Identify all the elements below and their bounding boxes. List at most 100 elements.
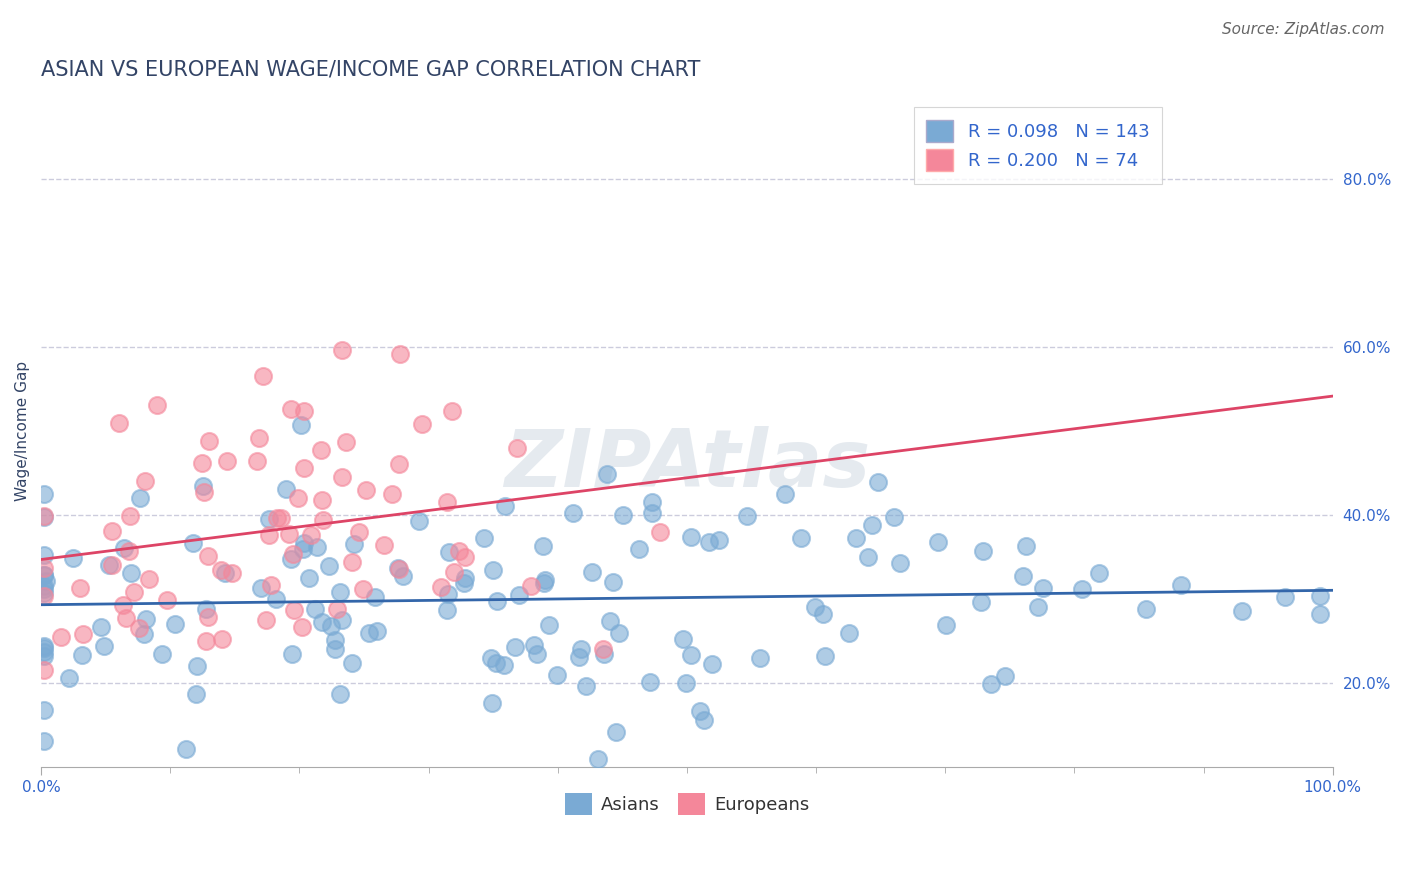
Point	[588, 752, 610, 766]
Point	[49, 630, 72, 644]
Point	[340, 555, 363, 569]
Point	[312, 513, 335, 527]
Point	[492, 657, 515, 672]
Point	[790, 531, 813, 545]
Point	[638, 675, 661, 690]
Point	[32, 508, 55, 523]
Point	[32, 582, 55, 597]
Point	[246, 454, 269, 468]
Point	[326, 602, 349, 616]
Point	[329, 687, 352, 701]
Point	[299, 528, 322, 542]
Point	[593, 647, 616, 661]
Point	[112, 541, 135, 555]
Point	[748, 650, 770, 665]
Point	[1135, 602, 1157, 616]
Point	[1032, 582, 1054, 596]
Point	[32, 639, 55, 653]
Point	[292, 460, 315, 475]
Point	[32, 663, 55, 677]
Point	[311, 443, 333, 458]
Point	[70, 648, 93, 662]
Point	[387, 561, 409, 575]
Point	[120, 508, 142, 523]
Point	[485, 656, 508, 670]
Point	[612, 508, 634, 523]
Point	[257, 528, 280, 542]
Point	[186, 658, 208, 673]
Point	[156, 593, 179, 607]
Point	[627, 542, 650, 557]
Point	[264, 591, 287, 606]
Point	[120, 566, 142, 581]
Point	[472, 531, 495, 545]
Point	[32, 560, 55, 574]
Point	[700, 657, 723, 672]
Point	[430, 580, 453, 594]
Point	[672, 632, 695, 647]
Point	[318, 559, 340, 574]
Point	[107, 416, 129, 430]
Point	[292, 541, 315, 556]
Point	[274, 482, 297, 496]
Point	[101, 524, 124, 539]
Point	[134, 474, 156, 488]
Point	[581, 565, 603, 579]
Point	[150, 647, 173, 661]
Text: ZIPAtlas: ZIPAtlas	[503, 425, 870, 504]
Point	[214, 566, 236, 580]
Point	[270, 510, 292, 524]
Point	[520, 579, 543, 593]
Point	[330, 343, 353, 358]
Point	[122, 585, 145, 599]
Point	[1309, 589, 1331, 603]
Point	[32, 703, 55, 717]
Point	[546, 668, 568, 682]
Text: ASIAN VS EUROPEAN WAGE/INCOME GAP CORRELATION CHART: ASIAN VS EUROPEAN WAGE/INCOME GAP CORREL…	[41, 60, 700, 79]
Point	[1274, 591, 1296, 605]
Point	[994, 669, 1017, 683]
Point	[191, 479, 214, 493]
Point	[735, 509, 758, 524]
Point	[814, 649, 837, 664]
Point	[32, 549, 55, 563]
Point	[58, 671, 80, 685]
Point	[592, 642, 614, 657]
Point	[329, 585, 352, 599]
Point	[128, 621, 150, 635]
Point	[439, 545, 461, 559]
Point	[531, 539, 554, 553]
Point	[689, 704, 711, 718]
Point	[330, 613, 353, 627]
Point	[537, 618, 560, 632]
Point	[277, 527, 299, 541]
Point	[32, 734, 55, 748]
Point	[1230, 604, 1253, 618]
Point	[174, 742, 197, 756]
Point	[197, 610, 219, 624]
Point	[135, 611, 157, 625]
Point	[599, 614, 621, 628]
Legend: Asians, Europeans: Asians, Europeans	[558, 786, 817, 822]
Point	[889, 556, 911, 570]
Point	[311, 492, 333, 507]
Point	[194, 633, 217, 648]
Point	[860, 517, 883, 532]
Point	[90, 620, 112, 634]
Point	[32, 645, 55, 659]
Point	[804, 599, 827, 614]
Point	[883, 509, 905, 524]
Point	[773, 486, 796, 500]
Point	[145, 398, 167, 412]
Point	[679, 530, 702, 544]
Point	[117, 544, 139, 558]
Point	[1012, 568, 1035, 582]
Point	[260, 578, 283, 592]
Point	[503, 640, 526, 654]
Point	[325, 642, 347, 657]
Point	[972, 544, 994, 558]
Point	[650, 524, 672, 539]
Point	[343, 537, 366, 551]
Point	[1026, 600, 1049, 615]
Point	[266, 510, 288, 524]
